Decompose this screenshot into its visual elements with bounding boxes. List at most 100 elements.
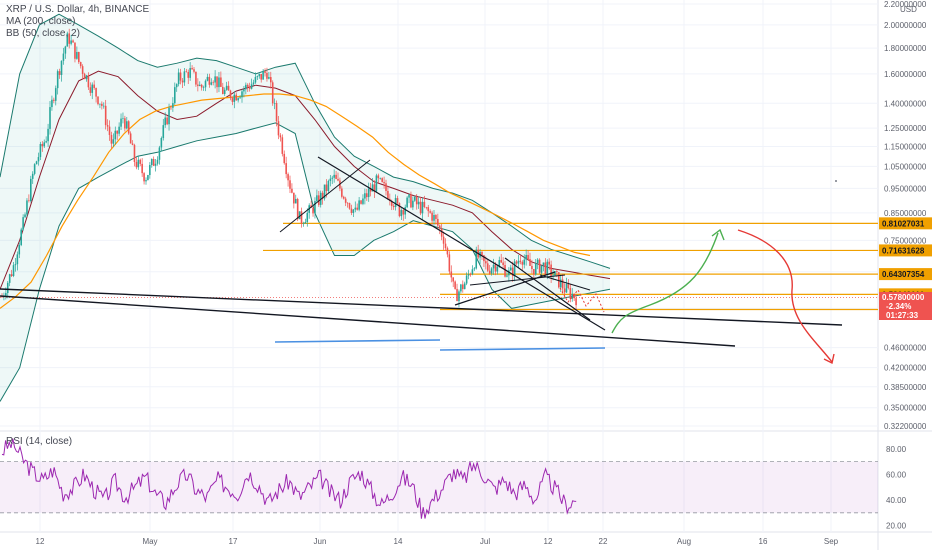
- candle-body: [204, 80, 207, 88]
- price-tick-label: 2.00000000: [884, 21, 927, 30]
- price-level-tag: [879, 244, 932, 257]
- price-tick-label: 1.80000000: [884, 44, 927, 53]
- candle-body: [149, 165, 151, 176]
- candle-body: [254, 76, 257, 83]
- candle-body: [473, 268, 476, 270]
- candle-body: [483, 255, 485, 262]
- candle-body: [133, 144, 136, 162]
- candle-body: [452, 277, 454, 282]
- price-axis[interactable]: 2.20000000 2.00000000 1.80000000 1.60000000…: [884, 0, 927, 431]
- candle-body: [245, 84, 247, 90]
- candle-body: [321, 192, 324, 199]
- candle-body: [137, 159, 140, 168]
- candle-body: [76, 52, 78, 59]
- candle-body: [16, 254, 19, 265]
- candle-body: [277, 121, 280, 136]
- rsi-pane[interactable]: [0, 432, 878, 532]
- candle-body: [369, 188, 372, 192]
- candle-body: [118, 126, 120, 134]
- candle-body: [385, 183, 387, 191]
- candle-body: [456, 288, 458, 302]
- candle-body: [231, 98, 234, 102]
- rsi-tick-label: 20.00: [886, 522, 907, 531]
- candle-body: [429, 211, 431, 213]
- time-axis[interactable]: 12 May 17 Jun 14 Jul 12 22 Aug 16 Sep: [36, 537, 839, 546]
- candle-body: [554, 271, 556, 276]
- long-support-line-lower[interactable]: [0, 295, 736, 347]
- rsi-tick-label: 60.00: [886, 470, 907, 479]
- candle-body: [323, 184, 326, 199]
- candle-body: [229, 90, 232, 99]
- short-trend-line-2[interactable]: [539, 274, 591, 291]
- projection-arrows[interactable]: [559, 180, 837, 365]
- candle-body: [561, 279, 564, 289]
- candle-body: [354, 207, 357, 210]
- candle-body: [536, 259, 539, 264]
- candle-body: [56, 71, 59, 89]
- candle-body: [496, 266, 499, 272]
- red-bearish-arrow[interactable]: [737, 229, 833, 363]
- candle-body: [266, 72, 268, 79]
- candle-body: [64, 46, 67, 54]
- candle-body: [250, 84, 253, 89]
- blue-horizontal-line-1[interactable]: [274, 339, 441, 343]
- candle-body: [519, 260, 522, 262]
- candle-body: [458, 291, 460, 302]
- red-dotted-projection: [559, 287, 605, 313]
- wedge-upper-line[interactable]: [317, 156, 606, 331]
- candle-body: [408, 194, 410, 198]
- candle-body: [377, 175, 380, 179]
- ma-legend: MA (200, close): [6, 16, 75, 27]
- candle-body: [164, 117, 166, 126]
- candle-body: [333, 174, 335, 178]
- candle-body: [179, 72, 182, 81]
- candle-body: [145, 180, 147, 182]
- candle-body: [212, 82, 214, 83]
- candle-body: [28, 200, 30, 202]
- price-tick-label: 0.85000000: [884, 209, 927, 218]
- current-price-change: -2.34%: [886, 302, 911, 311]
- candle-body: [448, 254, 451, 272]
- candle-body: [427, 207, 430, 212]
- candle-body: [152, 159, 155, 166]
- price-tick-label: 1.25000000: [884, 124, 927, 133]
- candle-body: [471, 269, 474, 275]
- candle-body: [223, 89, 226, 94]
- long-support-line[interactable]: [0, 288, 843, 326]
- wedge-diagonal-line[interactable]: [279, 159, 371, 233]
- candle-body: [544, 262, 547, 275]
- candle-body: [325, 184, 328, 191]
- blue-horizontal-line-2[interactable]: [439, 347, 606, 351]
- green-bullish-arrow[interactable]: [611, 232, 719, 334]
- candle-body: [218, 77, 220, 88]
- short-trend-line-1[interactable]: [469, 274, 566, 286]
- candle-body: [127, 121, 130, 134]
- candle-body: [337, 178, 339, 181]
- candle-body: [567, 284, 570, 289]
- candle-body: [342, 196, 345, 199]
- candle-body: [222, 86, 224, 94]
- candle-body: [85, 75, 88, 80]
- rsi-axis[interactable]: 80.00 60.00 40.00 20.00: [886, 445, 907, 531]
- candle-body: [394, 198, 397, 208]
- candle-body: [548, 261, 550, 265]
- candle-body: [174, 87, 176, 104]
- candle-body: [379, 178, 382, 179]
- channel-upper-line[interactable]: [504, 257, 591, 321]
- candle-body: [258, 73, 261, 77]
- rsi-line: [1, 438, 577, 519]
- main-pane[interactable]: [0, 0, 878, 430]
- stray-dot: [835, 180, 837, 182]
- candle-body: [302, 223, 305, 225]
- candle-body: [460, 284, 462, 292]
- candle-body: [534, 263, 537, 275]
- candle-body: [446, 248, 449, 255]
- candle-body: [54, 88, 57, 101]
- trendline-drawings[interactable]: [0, 156, 843, 351]
- candle-body: [425, 207, 428, 208]
- candle-body: [402, 210, 405, 215]
- candle-body: [486, 263, 489, 271]
- candle-body: [329, 178, 332, 181]
- time-tick-label: May: [142, 537, 157, 546]
